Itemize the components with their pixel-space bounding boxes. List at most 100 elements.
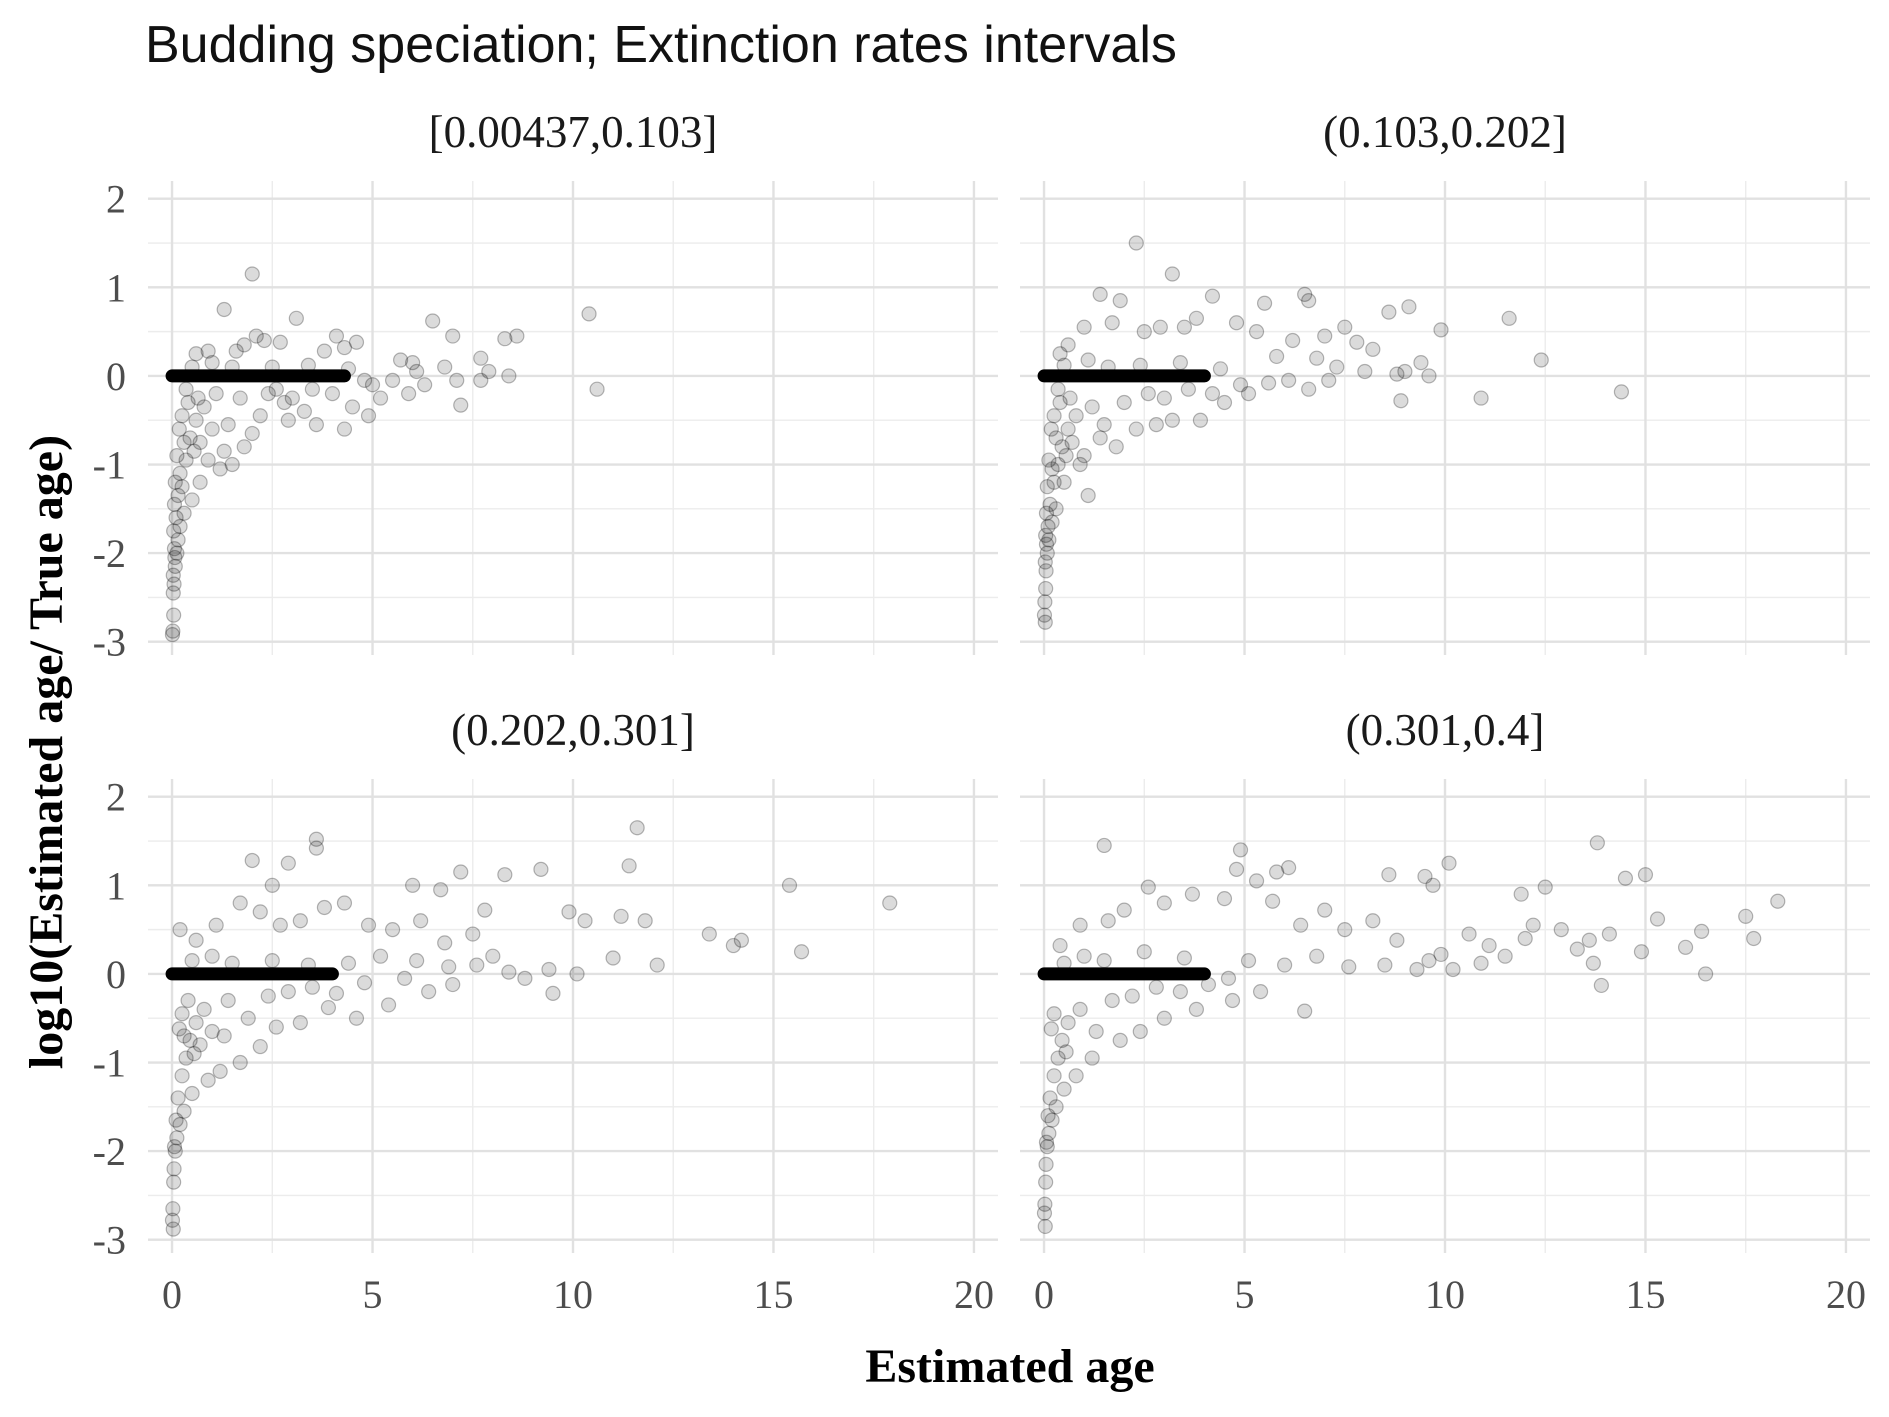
- data-point: [252, 904, 268, 920]
- data-point: [174, 1006, 190, 1022]
- data-point: [292, 1015, 308, 1031]
- data-point: [1136, 324, 1152, 340]
- data-point: [232, 390, 248, 406]
- data-point: [1042, 496, 1058, 512]
- data-point: [1220, 970, 1237, 986]
- data-point: [1039, 545, 1055, 561]
- data-point: [1397, 363, 1413, 380]
- data-point: [1349, 334, 1365, 350]
- data-point: [1694, 923, 1710, 939]
- data-point: [260, 988, 276, 1004]
- y-axis-label: log10(Estimated age/ True age): [20, 435, 73, 1069]
- data-point: [165, 1201, 181, 1217]
- data-point: [360, 408, 377, 424]
- data-point: [453, 397, 469, 413]
- data-point: [1100, 913, 1116, 929]
- data-point: [649, 957, 665, 973]
- data-point: [1240, 386, 1257, 402]
- y-tick-label: 2: [106, 775, 126, 820]
- data-point: [204, 355, 220, 371]
- data-point: [224, 456, 240, 473]
- data-point: [244, 852, 260, 869]
- data-point: [501, 964, 517, 980]
- data-point: [1441, 855, 1457, 871]
- facet-panel-2: (0.103,0.202]: [1020, 107, 1870, 655]
- data-point: [1738, 908, 1754, 924]
- data-point: [605, 950, 621, 966]
- data-point: [1613, 384, 1630, 400]
- data-point: [1072, 1001, 1088, 1017]
- data-point: [336, 339, 353, 356]
- data-point: [236, 337, 252, 353]
- data-point: [1039, 1139, 1055, 1155]
- data-point: [171, 421, 187, 437]
- data-point: [356, 975, 373, 991]
- data-point: [1461, 926, 1477, 942]
- data-point: [781, 877, 798, 893]
- data-point: [1044, 1112, 1060, 1128]
- data-point: [1365, 913, 1381, 929]
- data-point: [485, 948, 501, 964]
- data-point: [445, 976, 461, 993]
- data-point: [433, 882, 449, 898]
- data-point: [1076, 319, 1092, 335]
- data-point: [204, 948, 220, 964]
- data-point: [167, 549, 183, 566]
- grid-lines: [1020, 779, 1870, 1253]
- data-point: [1116, 902, 1132, 918]
- data-point: [1058, 1044, 1074, 1060]
- data-point: [280, 855, 296, 871]
- data-point: [280, 984, 296, 1000]
- data-point: [1104, 315, 1120, 331]
- x-tick-label: 15: [1625, 1272, 1665, 1317]
- data-point: [1497, 948, 1513, 964]
- data-point: [166, 523, 182, 539]
- data-point: [409, 363, 425, 380]
- data-point: [168, 1112, 184, 1128]
- data-point: [1056, 474, 1072, 490]
- x-tick-label: 5: [1235, 1272, 1255, 1317]
- data-point: [1096, 837, 1112, 854]
- data-point: [1037, 1218, 1053, 1235]
- data-point: [167, 558, 183, 575]
- data-point: [1553, 922, 1569, 938]
- data-point: [184, 953, 200, 969]
- data-point: [260, 386, 276, 402]
- data-point: [569, 966, 585, 982]
- data-point: [232, 1054, 248, 1071]
- data-point: [167, 1143, 183, 1159]
- data-point: [1433, 946, 1449, 963]
- data-point: [308, 831, 324, 847]
- data-point: [1050, 1050, 1066, 1066]
- data-point: [1180, 381, 1196, 397]
- data-point: [637, 913, 653, 929]
- data-point: [397, 970, 413, 986]
- data-point: [216, 443, 232, 459]
- data-point: [1585, 955, 1601, 971]
- x-tick-label: 5: [363, 1272, 383, 1317]
- data-point: [441, 959, 457, 975]
- data-point: [1084, 1050, 1100, 1066]
- y-tick-label: 1: [106, 265, 126, 310]
- facet-strip-label: (0.301,0.4]: [1346, 705, 1545, 755]
- data-point: [1389, 366, 1405, 382]
- data-point: [1064, 434, 1080, 450]
- data-point: [1112, 1032, 1128, 1048]
- data-point: [1329, 359, 1345, 375]
- data-point: [1072, 917, 1088, 933]
- data-point: [169, 1130, 185, 1146]
- data-point: [292, 913, 308, 929]
- data-point: [280, 412, 296, 428]
- data-point: [1228, 861, 1245, 877]
- data-point: [1048, 1099, 1064, 1115]
- data-point: [174, 1068, 190, 1084]
- data-point: [1068, 1068, 1084, 1084]
- data-point: [264, 359, 280, 375]
- data-point: [1112, 293, 1128, 309]
- data-point: [1277, 957, 1293, 973]
- data-point: [1046, 474, 1062, 490]
- data-point: [1140, 879, 1156, 895]
- data-point: [1176, 950, 1192, 966]
- data-point: [180, 992, 196, 1009]
